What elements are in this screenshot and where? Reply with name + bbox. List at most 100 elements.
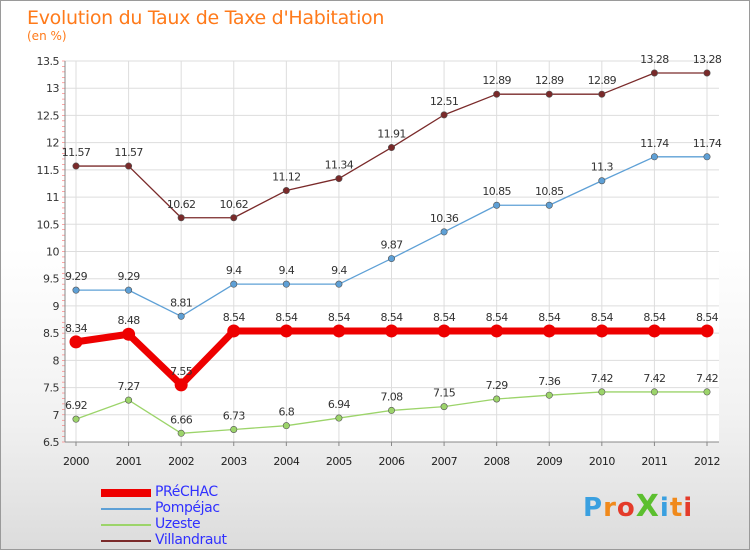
- data-label: 8.54: [275, 311, 298, 324]
- data-point-pompéjac: [230, 280, 238, 288]
- data-point-villandraut: [177, 214, 185, 222]
- y-tick-label: 6.5: [43, 436, 59, 449]
- data-label: 7.42: [643, 372, 665, 385]
- data-point-préchac: [174, 378, 188, 392]
- data-label: 12.89: [588, 74, 617, 87]
- legend-label: Uzeste: [155, 516, 201, 532]
- x-tick-label: 2009: [536, 455, 562, 468]
- data-label: 7.42: [591, 372, 613, 385]
- data-label: 10.85: [535, 185, 564, 198]
- data-point-uzeste: [282, 422, 290, 430]
- data-label: 12.51: [430, 95, 459, 108]
- data-point-pompéjac: [598, 177, 606, 185]
- data-label: 10.62: [167, 198, 196, 211]
- logo-letter: i: [659, 493, 670, 523]
- y-tick-label: 8: [53, 354, 60, 367]
- data-label: 8.34: [65, 322, 88, 335]
- data-point-pompéjac: [282, 280, 290, 288]
- data-point-pompéjac: [493, 201, 501, 209]
- data-label: 8.81: [170, 296, 192, 309]
- data-point-préchac: [122, 327, 136, 341]
- data-label: 9.4: [331, 264, 347, 277]
- x-tick-label: 2002: [168, 455, 194, 468]
- data-point-villandraut: [72, 162, 80, 170]
- data-label: 7.42: [696, 372, 718, 385]
- y-tick-label: 8.5: [43, 327, 59, 340]
- data-point-préchac: [490, 324, 504, 338]
- data-point-préchac: [647, 324, 661, 338]
- data-point-uzeste: [335, 414, 343, 422]
- data-point-villandraut: [387, 144, 395, 152]
- data-label: 8.54: [643, 311, 666, 324]
- data-point-préchac: [542, 324, 556, 338]
- data-point-préchac: [595, 324, 609, 338]
- data-point-pompéjac: [125, 286, 133, 294]
- data-label: 11.12: [272, 171, 301, 184]
- y-tick-label: 11.5: [37, 164, 60, 177]
- data-point-villandraut: [650, 69, 658, 77]
- y-tick-label: 10: [46, 246, 59, 259]
- data-point-villandraut: [335, 175, 343, 183]
- data-point-préchac: [227, 324, 241, 338]
- x-tick-label: 2006: [379, 455, 405, 468]
- x-tick-label: 2012: [694, 455, 720, 468]
- y-tick-label: 11: [46, 191, 59, 204]
- data-label: 9.87: [380, 239, 403, 252]
- data-label: 6.66: [170, 413, 193, 426]
- data-point-préchac: [69, 335, 83, 349]
- data-label: 8.54: [696, 311, 719, 324]
- data-point-uzeste: [72, 415, 80, 423]
- y-tick-label: 9: [53, 300, 60, 313]
- data-point-préchac: [332, 324, 346, 338]
- data-point-villandraut: [125, 162, 133, 170]
- data-point-villandraut: [440, 111, 448, 119]
- data-label: 13.28: [640, 53, 669, 66]
- data-point-villandraut: [545, 90, 553, 98]
- y-tick-label: 7.5: [43, 382, 59, 395]
- data-label: 7.55: [170, 365, 193, 378]
- legend-item: Pompéjac: [101, 500, 301, 517]
- data-label: 11.57: [114, 146, 143, 159]
- data-point-villandraut: [282, 187, 290, 195]
- logo-letter: r: [603, 493, 617, 523]
- logo-letter: P: [583, 493, 604, 523]
- data-label: 11.74: [693, 137, 722, 150]
- logo-letter: X: [635, 489, 660, 524]
- data-label: 8.54: [486, 311, 509, 324]
- data-label: 8.54: [591, 311, 614, 324]
- x-tick-label: 2011: [641, 455, 667, 468]
- data-point-uzeste: [440, 403, 448, 411]
- data-point-pompéjac: [650, 153, 658, 161]
- x-tick-label: 2005: [326, 455, 352, 468]
- x-tick-label: 2008: [484, 455, 510, 468]
- x-tick-label: 2000: [63, 455, 89, 468]
- legend-swatch: [101, 508, 151, 510]
- data-point-pompéjac: [335, 280, 343, 288]
- y-tick-label: 13.5: [37, 55, 60, 68]
- proxiti-logo: ProXiti: [583, 489, 693, 524]
- data-point-villandraut: [230, 214, 238, 222]
- legend: PRéCHAC Pompéjac Uzeste Villandraut: [101, 484, 301, 549]
- data-point-uzeste: [493, 395, 501, 403]
- data-point-uzeste: [598, 388, 606, 396]
- data-point-pompéjac: [72, 286, 80, 294]
- data-label: 6.94: [328, 398, 351, 411]
- legend-swatch: [101, 524, 151, 526]
- data-point-pompéjac: [387, 255, 395, 263]
- data-label: 12.89: [482, 74, 511, 87]
- logo-letter: t: [669, 493, 684, 523]
- data-point-villandraut: [598, 90, 606, 98]
- data-point-uzeste: [703, 388, 711, 396]
- data-label: 9.4: [226, 264, 242, 277]
- legend-item: Uzeste: [101, 516, 301, 533]
- data-point-pompéjac: [177, 312, 185, 320]
- data-point-uzeste: [545, 391, 553, 399]
- y-tick-label: 12.5: [37, 109, 60, 122]
- legend-item: Villandraut: [101, 532, 301, 549]
- data-label: 11.34: [325, 159, 354, 172]
- data-label: 9.4: [278, 264, 294, 277]
- data-point-villandraut: [493, 90, 501, 98]
- logo-letter: i: [683, 493, 694, 523]
